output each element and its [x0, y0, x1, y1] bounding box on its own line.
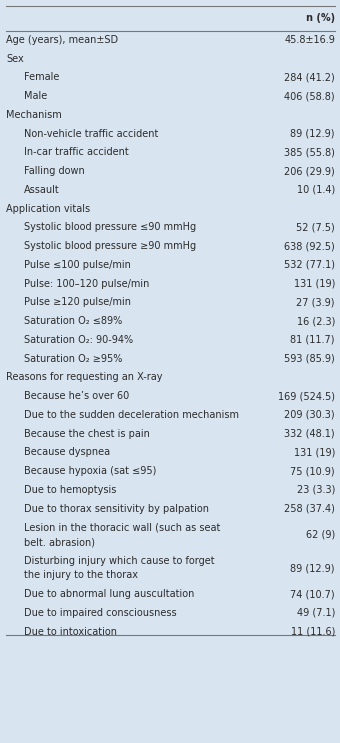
- Text: Due to impaired consciousness: Due to impaired consciousness: [24, 608, 176, 618]
- Text: Application vitals: Application vitals: [6, 204, 90, 214]
- Text: Pulse ≥120 pulse/min: Pulse ≥120 pulse/min: [24, 297, 131, 308]
- Text: Falling down: Falling down: [24, 166, 85, 176]
- Text: Mechanism: Mechanism: [6, 110, 62, 120]
- Text: 16 (2.3): 16 (2.3): [296, 317, 335, 326]
- Text: In-car traffic accident: In-car traffic accident: [24, 147, 129, 158]
- Text: Saturation O₂ ≤89%: Saturation O₂ ≤89%: [24, 317, 122, 326]
- Text: Because dyspnea: Because dyspnea: [24, 447, 110, 458]
- Text: Systolic blood pressure ≤90 mmHg: Systolic blood pressure ≤90 mmHg: [24, 222, 196, 233]
- Text: 332 (48.1): 332 (48.1): [284, 429, 335, 438]
- Text: 11 (11.6): 11 (11.6): [291, 626, 335, 637]
- Text: Assault: Assault: [24, 185, 60, 195]
- Text: n (%): n (%): [306, 13, 335, 23]
- Text: Due to thorax sensitivity by palpation: Due to thorax sensitivity by palpation: [24, 504, 209, 513]
- Text: 49 (7.1): 49 (7.1): [296, 608, 335, 618]
- Text: Saturation O₂: 90-94%: Saturation O₂: 90-94%: [24, 335, 133, 345]
- Text: Systolic blood pressure ≥90 mmHg: Systolic blood pressure ≥90 mmHg: [24, 241, 196, 251]
- Text: 593 (85.9): 593 (85.9): [284, 354, 335, 363]
- Text: Because he’s over 60: Because he’s over 60: [24, 391, 129, 401]
- Text: belt. abrasion): belt. abrasion): [24, 537, 95, 547]
- Text: Sex: Sex: [6, 53, 24, 64]
- Text: Pulse: 100–120 pulse/min: Pulse: 100–120 pulse/min: [24, 279, 149, 289]
- Text: 45.8±16.9: 45.8±16.9: [284, 35, 335, 45]
- Text: Female: Female: [24, 72, 60, 82]
- Text: Due to intoxication: Due to intoxication: [24, 626, 117, 637]
- Text: 131 (19): 131 (19): [294, 447, 335, 458]
- Text: 385 (55.8): 385 (55.8): [284, 147, 335, 158]
- Text: Disturbing injury which cause to forget: Disturbing injury which cause to forget: [24, 556, 215, 565]
- Text: 206 (29.9): 206 (29.9): [284, 166, 335, 176]
- Text: Saturation O₂ ≥95%: Saturation O₂ ≥95%: [24, 354, 122, 363]
- Text: Because the chest is pain: Because the chest is pain: [24, 429, 150, 438]
- Text: Because hypoxia (sat ≤95): Because hypoxia (sat ≤95): [24, 466, 156, 476]
- Text: 406 (58.8): 406 (58.8): [284, 91, 335, 101]
- Text: 75 (10.9): 75 (10.9): [290, 466, 335, 476]
- Text: Male: Male: [24, 91, 47, 101]
- Text: 23 (3.3): 23 (3.3): [296, 485, 335, 495]
- Text: 169 (524.5): 169 (524.5): [278, 391, 335, 401]
- Text: 131 (19): 131 (19): [294, 279, 335, 289]
- Text: 89 (12.9): 89 (12.9): [290, 129, 335, 139]
- Text: 10 (1.4): 10 (1.4): [297, 185, 335, 195]
- Text: 532 (77.1): 532 (77.1): [284, 260, 335, 270]
- Text: Due to the sudden deceleration mechanism: Due to the sudden deceleration mechanism: [24, 410, 239, 420]
- Text: 284 (41.2): 284 (41.2): [284, 72, 335, 82]
- Text: Reasons for requesting an X-ray: Reasons for requesting an X-ray: [6, 372, 163, 383]
- Text: 81 (11.7): 81 (11.7): [290, 335, 335, 345]
- Text: Pulse ≤100 pulse/min: Pulse ≤100 pulse/min: [24, 260, 131, 270]
- Text: 52 (7.5): 52 (7.5): [296, 222, 335, 233]
- Text: Non-vehicle traffic accident: Non-vehicle traffic accident: [24, 129, 158, 139]
- Text: 74 (10.7): 74 (10.7): [290, 589, 335, 599]
- Text: 27 (3.9): 27 (3.9): [296, 297, 335, 308]
- Text: 638 (92.5): 638 (92.5): [284, 241, 335, 251]
- Text: Due to abnormal lung auscultation: Due to abnormal lung auscultation: [24, 589, 194, 599]
- Text: 62 (9): 62 (9): [306, 530, 335, 539]
- Text: 209 (30.3): 209 (30.3): [284, 410, 335, 420]
- Text: Due to hemoptysis: Due to hemoptysis: [24, 485, 116, 495]
- Text: Lesion in the thoracic wall (such as seat: Lesion in the thoracic wall (such as sea…: [24, 522, 220, 533]
- Text: 89 (12.9): 89 (12.9): [290, 563, 335, 573]
- Text: 258 (37.4): 258 (37.4): [284, 504, 335, 513]
- Text: Age (years), mean±SD: Age (years), mean±SD: [6, 35, 118, 45]
- Text: the injury to the thorax: the injury to the thorax: [24, 571, 138, 580]
